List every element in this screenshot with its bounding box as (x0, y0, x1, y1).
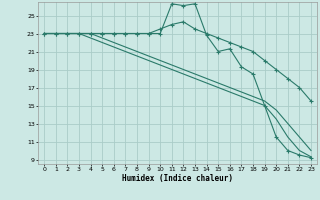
X-axis label: Humidex (Indice chaleur): Humidex (Indice chaleur) (122, 174, 233, 183)
